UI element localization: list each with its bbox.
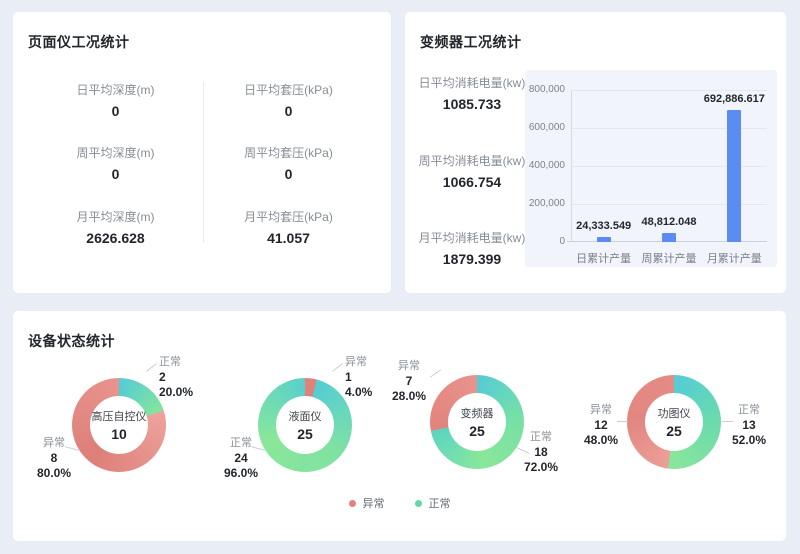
label-leader-line <box>722 421 733 422</box>
inverter-card-title: 变频器工况统计 <box>420 34 522 50</box>
legend-label: 正常 <box>428 498 451 510</box>
bar-slot-weekly: 48,812.048 周累计产量 <box>636 90 701 265</box>
slice-label-abnormal: 异常 1 4.0% <box>345 356 373 399</box>
donut-chart-dynamometer[interactable]: 功图仪 25 <box>627 375 721 469</box>
donut-center: 高压自控仪 10 <box>90 396 148 454</box>
donut-chart-high-pressure-controller[interactable]: 高压自控仪 10 <box>72 378 166 472</box>
donut-device-name: 高压自控仪 <box>91 411 147 423</box>
abnormal-dot-icon <box>348 499 356 507</box>
y-axis-line <box>571 90 572 242</box>
y-axis-tick-label: 0 <box>559 236 565 247</box>
status-legend: 异常 正常 <box>13 495 786 511</box>
stat-label: 周平均套压(kPa) <box>244 146 333 161</box>
donut-device-name: 变频器 <box>460 408 494 420</box>
stat-daily-depth: 日平均深度(m) 0 <box>29 68 202 132</box>
legend-item-normal[interactable]: 正常 <box>414 495 451 511</box>
stat-value: 0 <box>111 102 120 119</box>
legend-item-abnormal[interactable]: 异常 <box>348 495 385 511</box>
donut-device-name: 功图仪 <box>657 408 691 420</box>
stat-value: 1066.754 <box>442 173 502 190</box>
bar-chart-plot-area: 24,333.549 日累计产量 48,812.048 周累计产量 692,88… <box>567 90 767 265</box>
stat-label: 月平均深度(m) <box>76 210 155 225</box>
stat-label: 日平均深度(m) <box>76 82 155 97</box>
legend-label: 异常 <box>362 498 385 510</box>
gauge-card-title: 页面仪工况统计 <box>28 34 130 50</box>
donut-total-count: 25 <box>666 423 682 439</box>
slice-label-normal: 正常 13 52.0% <box>731 404 767 447</box>
donut-center: 功图仪 25 <box>645 393 703 451</box>
inverter-stats-column: 日平均消耗电量(kw) 1085.733 周平均消耗电量(kw) 1066.75… <box>411 74 533 267</box>
stat-value: 0 <box>111 166 120 183</box>
stat-monthly-casing-pressure: 月平均套压(kPa) 41.057 <box>202 195 375 259</box>
y-axis-tick-label: 200,000 <box>528 198 565 209</box>
bar-slot-monthly: 692,886.617 月累计产量 <box>702 90 767 265</box>
stat-value: 0 <box>284 166 293 183</box>
stat-monthly-consumption: 月平均消耗电量(kw) 1879.399 <box>411 229 533 267</box>
device-status-card: 设备状态统计 高压自控仪 10 正常 2 20.0% 异常 8 80.0% 液面… <box>13 311 786 541</box>
stat-label: 月平均套压(kPa) <box>244 210 333 225</box>
bar-value-label: 24,333.549 <box>576 220 632 232</box>
stat-label: 日平均套压(kPa) <box>244 82 333 97</box>
normal-dot-icon <box>414 499 422 507</box>
stat-value: 1085.733 <box>442 96 502 112</box>
stat-value: 2626.628 <box>86 230 145 247</box>
x-axis-category-label: 月累计产量 <box>706 253 762 265</box>
stat-label: 周平均消耗电量(kw) <box>418 153 526 168</box>
slice-label-abnormal: 异常 8 80.0% <box>36 437 72 480</box>
stat-weekly-casing-pressure: 周平均套压(kPa) 0 <box>202 132 375 196</box>
gridline <box>571 128 767 129</box>
bar-series: 24,333.549 日累计产量 48,812.048 周累计产量 692,88… <box>571 90 767 265</box>
donut-total-count: 10 <box>111 426 127 442</box>
stat-label: 日平均消耗电量(kw) <box>418 76 526 90</box>
y-axis-tick-label: 400,000 <box>528 160 565 171</box>
stat-value: 41.057 <box>267 230 310 247</box>
gauge-stats-card: 页面仪工况统计 日平均深度(m) 0 日平均套压(kPa) 0 周平均深度(m)… <box>13 12 391 293</box>
donut-chart-liquid-level-meter[interactable]: 液面仪 25 <box>258 378 352 472</box>
y-axis-tick-label: 600,000 <box>528 122 565 133</box>
donut-center: 变频器 25 <box>448 393 506 451</box>
status-card-title: 设备状态统计 <box>28 333 115 349</box>
bar-slot-daily: 24,333.549 日累计产量 <box>571 90 636 265</box>
bar-daily-production[interactable] <box>596 237 611 242</box>
x-axis-category-label: 周累计产量 <box>641 253 697 265</box>
stat-daily-consumption: 日平均消耗电量(kw) 1085.733 <box>411 74 533 112</box>
label-leader-line <box>332 363 343 372</box>
stat-weekly-depth: 周平均深度(m) 0 <box>29 132 202 196</box>
bar-value-label: 692,886.617 <box>703 93 765 105</box>
donut-center: 液面仪 25 <box>276 396 334 454</box>
y-axis-tick-label: 800,000 <box>528 84 565 95</box>
x-axis-category-label: 日累计产量 <box>576 253 632 265</box>
donut-total-count: 25 <box>297 426 313 442</box>
gridline <box>571 204 767 205</box>
bar-value-label: 48,812.048 <box>641 216 697 228</box>
stat-monthly-depth: 月平均深度(m) 2626.628 <box>29 195 202 259</box>
bar-monthly-production[interactable] <box>727 110 742 242</box>
column-divider <box>203 82 204 243</box>
label-leader-line <box>617 421 628 422</box>
donut-chart-inverter[interactable]: 变频器 25 <box>430 375 524 469</box>
inverter-stats-card: 变频器工况统计 日平均消耗电量(kw) 1085.733 周平均消耗电量(kw)… <box>405 12 786 293</box>
stat-daily-casing-pressure: 日平均套压(kPa) 0 <box>202 68 375 132</box>
donut-device-name: 液面仪 <box>288 411 322 423</box>
gridline <box>571 166 767 167</box>
slice-label-normal: 正常 24 96.0% <box>223 437 259 480</box>
donut-total-count: 25 <box>469 423 485 439</box>
stat-weekly-consumption: 周平均消耗电量(kw) 1066.754 <box>411 152 533 190</box>
stat-label: 月平均消耗电量(kw) <box>418 231 526 245</box>
stat-value: 0 <box>284 102 293 119</box>
gauge-stats-grid: 日平均深度(m) 0 日平均套压(kPa) 0 周平均深度(m) 0 周平均套压… <box>29 68 375 259</box>
label-leader-line <box>146 363 157 372</box>
stat-label: 周平均深度(m) <box>76 146 155 161</box>
gridline <box>571 90 767 91</box>
bar-weekly-production[interactable] <box>661 233 676 242</box>
slice-label-normal: 正常 18 72.0% <box>523 431 559 474</box>
stat-value: 1879.399 <box>442 251 502 267</box>
slice-label-abnormal: 异常 12 48.0% <box>583 404 619 447</box>
slice-label-abnormal: 异常 7 28.0% <box>391 360 427 403</box>
production-bar-chart: 800,000 600,000 400,000 200,000 0 24,333… <box>525 70 777 267</box>
slice-label-normal: 正常 2 20.0% <box>159 356 194 399</box>
